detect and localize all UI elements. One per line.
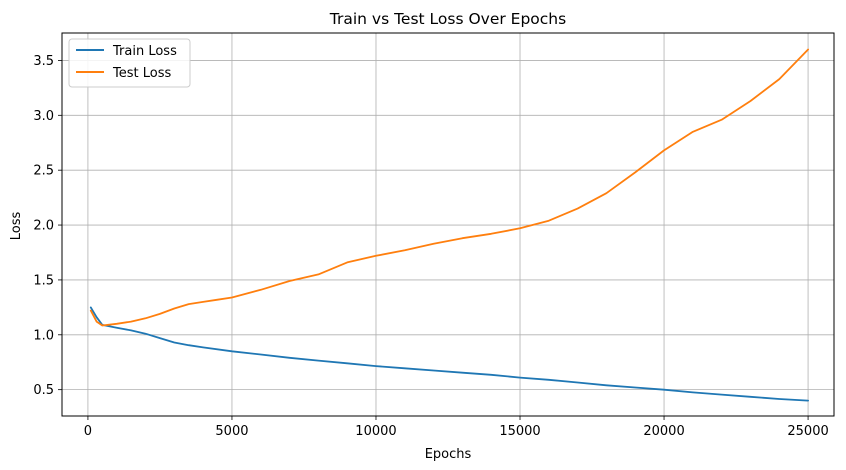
x-tick-label: 25000: [787, 424, 828, 439]
series-lines: [89, 48, 809, 402]
y-axis-label: Loss: [9, 212, 24, 241]
y-tick-label: 0.5: [33, 383, 54, 398]
x-tick-label: 10000: [355, 424, 396, 439]
plot-frame: [61, 32, 835, 417]
x-tick-label: 20000: [643, 424, 684, 439]
legend-label-train-loss: Train Loss: [112, 44, 177, 59]
y-tick-label: 2.5: [33, 164, 54, 179]
y-tick-label: 3.0: [33, 109, 54, 124]
grid: [62, 33, 834, 416]
series-line-train-loss: [89, 306, 809, 402]
y-tick-label: 3.5: [33, 54, 54, 69]
x-tick-label: 0: [84, 424, 92, 439]
series-line-test-loss: [89, 48, 809, 327]
legend: Train Loss Test Loss: [68, 38, 191, 88]
legend-label-test-loss: Test Loss: [112, 66, 171, 81]
x-tick-label: 15000: [499, 424, 540, 439]
y-tick-label: 2.0: [33, 219, 54, 234]
chart-title: Train vs Test Loss Over Epochs: [329, 10, 566, 28]
y-tick-label: 1.5: [33, 273, 54, 288]
y-tick-label: 1.0: [33, 328, 54, 343]
x-tick-label: 5000: [215, 424, 248, 439]
x-axis-label: Epochs: [425, 447, 472, 462]
ticks: 0 5000 10000 15000 20000 25000 0.5 1.0 1.5 2.0 2.5…: [33, 54, 828, 439]
